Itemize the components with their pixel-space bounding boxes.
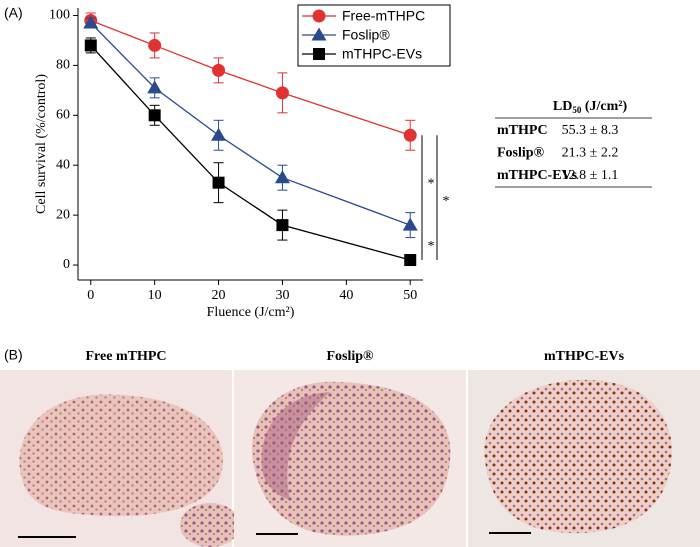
y-tick-label: 0 — [63, 257, 70, 272]
image-title: Foslip® — [326, 349, 374, 364]
x-tick-label: 40 — [339, 288, 353, 303]
micrograph — [468, 370, 700, 547]
legend-label: Foslip® — [342, 27, 390, 43]
marker — [147, 80, 163, 94]
marker — [212, 63, 226, 77]
row-label: Foslip® — [497, 146, 545, 161]
panel-label: (A) — [4, 5, 23, 21]
marker — [84, 39, 97, 52]
ld50-value: 55.3 ± 8.3 — [562, 123, 619, 138]
x-tick-label: 0 — [87, 288, 94, 303]
header-subscript: 50 — [572, 105, 582, 115]
micrograph — [0, 370, 240, 547]
marker — [148, 38, 162, 52]
marker — [211, 127, 227, 141]
marker — [83, 15, 99, 29]
marker — [148, 109, 161, 122]
marker — [274, 170, 290, 184]
panel-label: (B) — [4, 347, 23, 363]
significance-mark: * — [443, 194, 450, 209]
ld50-table: LD50 (J/cm²) mTHPC 55.3 ± 8.3 Foslip® 21.3 … — [495, 99, 652, 188]
marker — [403, 128, 417, 142]
marker — [312, 9, 326, 23]
x-tick-label: 30 — [275, 288, 289, 303]
x-tick-label: 50 — [403, 288, 417, 303]
legend: Free-mTHPC Foslip® mTHPC-EVs — [297, 4, 451, 67]
marker — [313, 48, 325, 60]
x-axis-label: Fluence (J/cm²) — [207, 305, 295, 320]
header-text: LD — [553, 99, 572, 114]
ld50-value: 12.8 ± 1.1 — [562, 168, 619, 183]
marker — [404, 254, 417, 267]
y-tick-label: 40 — [56, 157, 70, 172]
marker — [311, 27, 327, 41]
row-label: mTHPC-EVs — [497, 168, 578, 183]
micrograph — [234, 370, 466, 547]
y-tick-label: 80 — [56, 58, 70, 73]
marker — [402, 217, 418, 231]
image-title: Free mTHPC — [86, 349, 167, 364]
line-chart: 0 20 40 60 80 100 0 10 20 30 40 50 Fluence (J/cm²) Ce… — [34, 4, 451, 320]
table-header: LD50 (J/cm²) — [553, 99, 628, 115]
y-axis-label: Cell survival (%/control) — [34, 74, 49, 214]
marker — [275, 86, 289, 100]
legend-label: mTHPC-EVs — [342, 46, 422, 62]
x-tick-label: 10 — [148, 288, 162, 303]
legend-label: Free-mTHPC — [342, 8, 425, 24]
y-tick-label: 60 — [56, 108, 70, 123]
marker — [212, 176, 225, 189]
series-line — [90, 44, 411, 261]
significance-mark: * — [428, 239, 435, 254]
marker — [276, 219, 289, 232]
x-tick-label: 20 — [212, 288, 226, 303]
ld50-value: 21.3 ± 2.2 — [562, 146, 619, 161]
header-unit: (J/cm²) — [581, 99, 627, 114]
y-tick-label: 100 — [49, 8, 70, 23]
significance-mark: * — [428, 176, 435, 191]
image-title: mTHPC-EVs — [544, 349, 625, 364]
y-tick-label: 20 — [56, 207, 70, 222]
row-label: mTHPC — [497, 123, 548, 138]
